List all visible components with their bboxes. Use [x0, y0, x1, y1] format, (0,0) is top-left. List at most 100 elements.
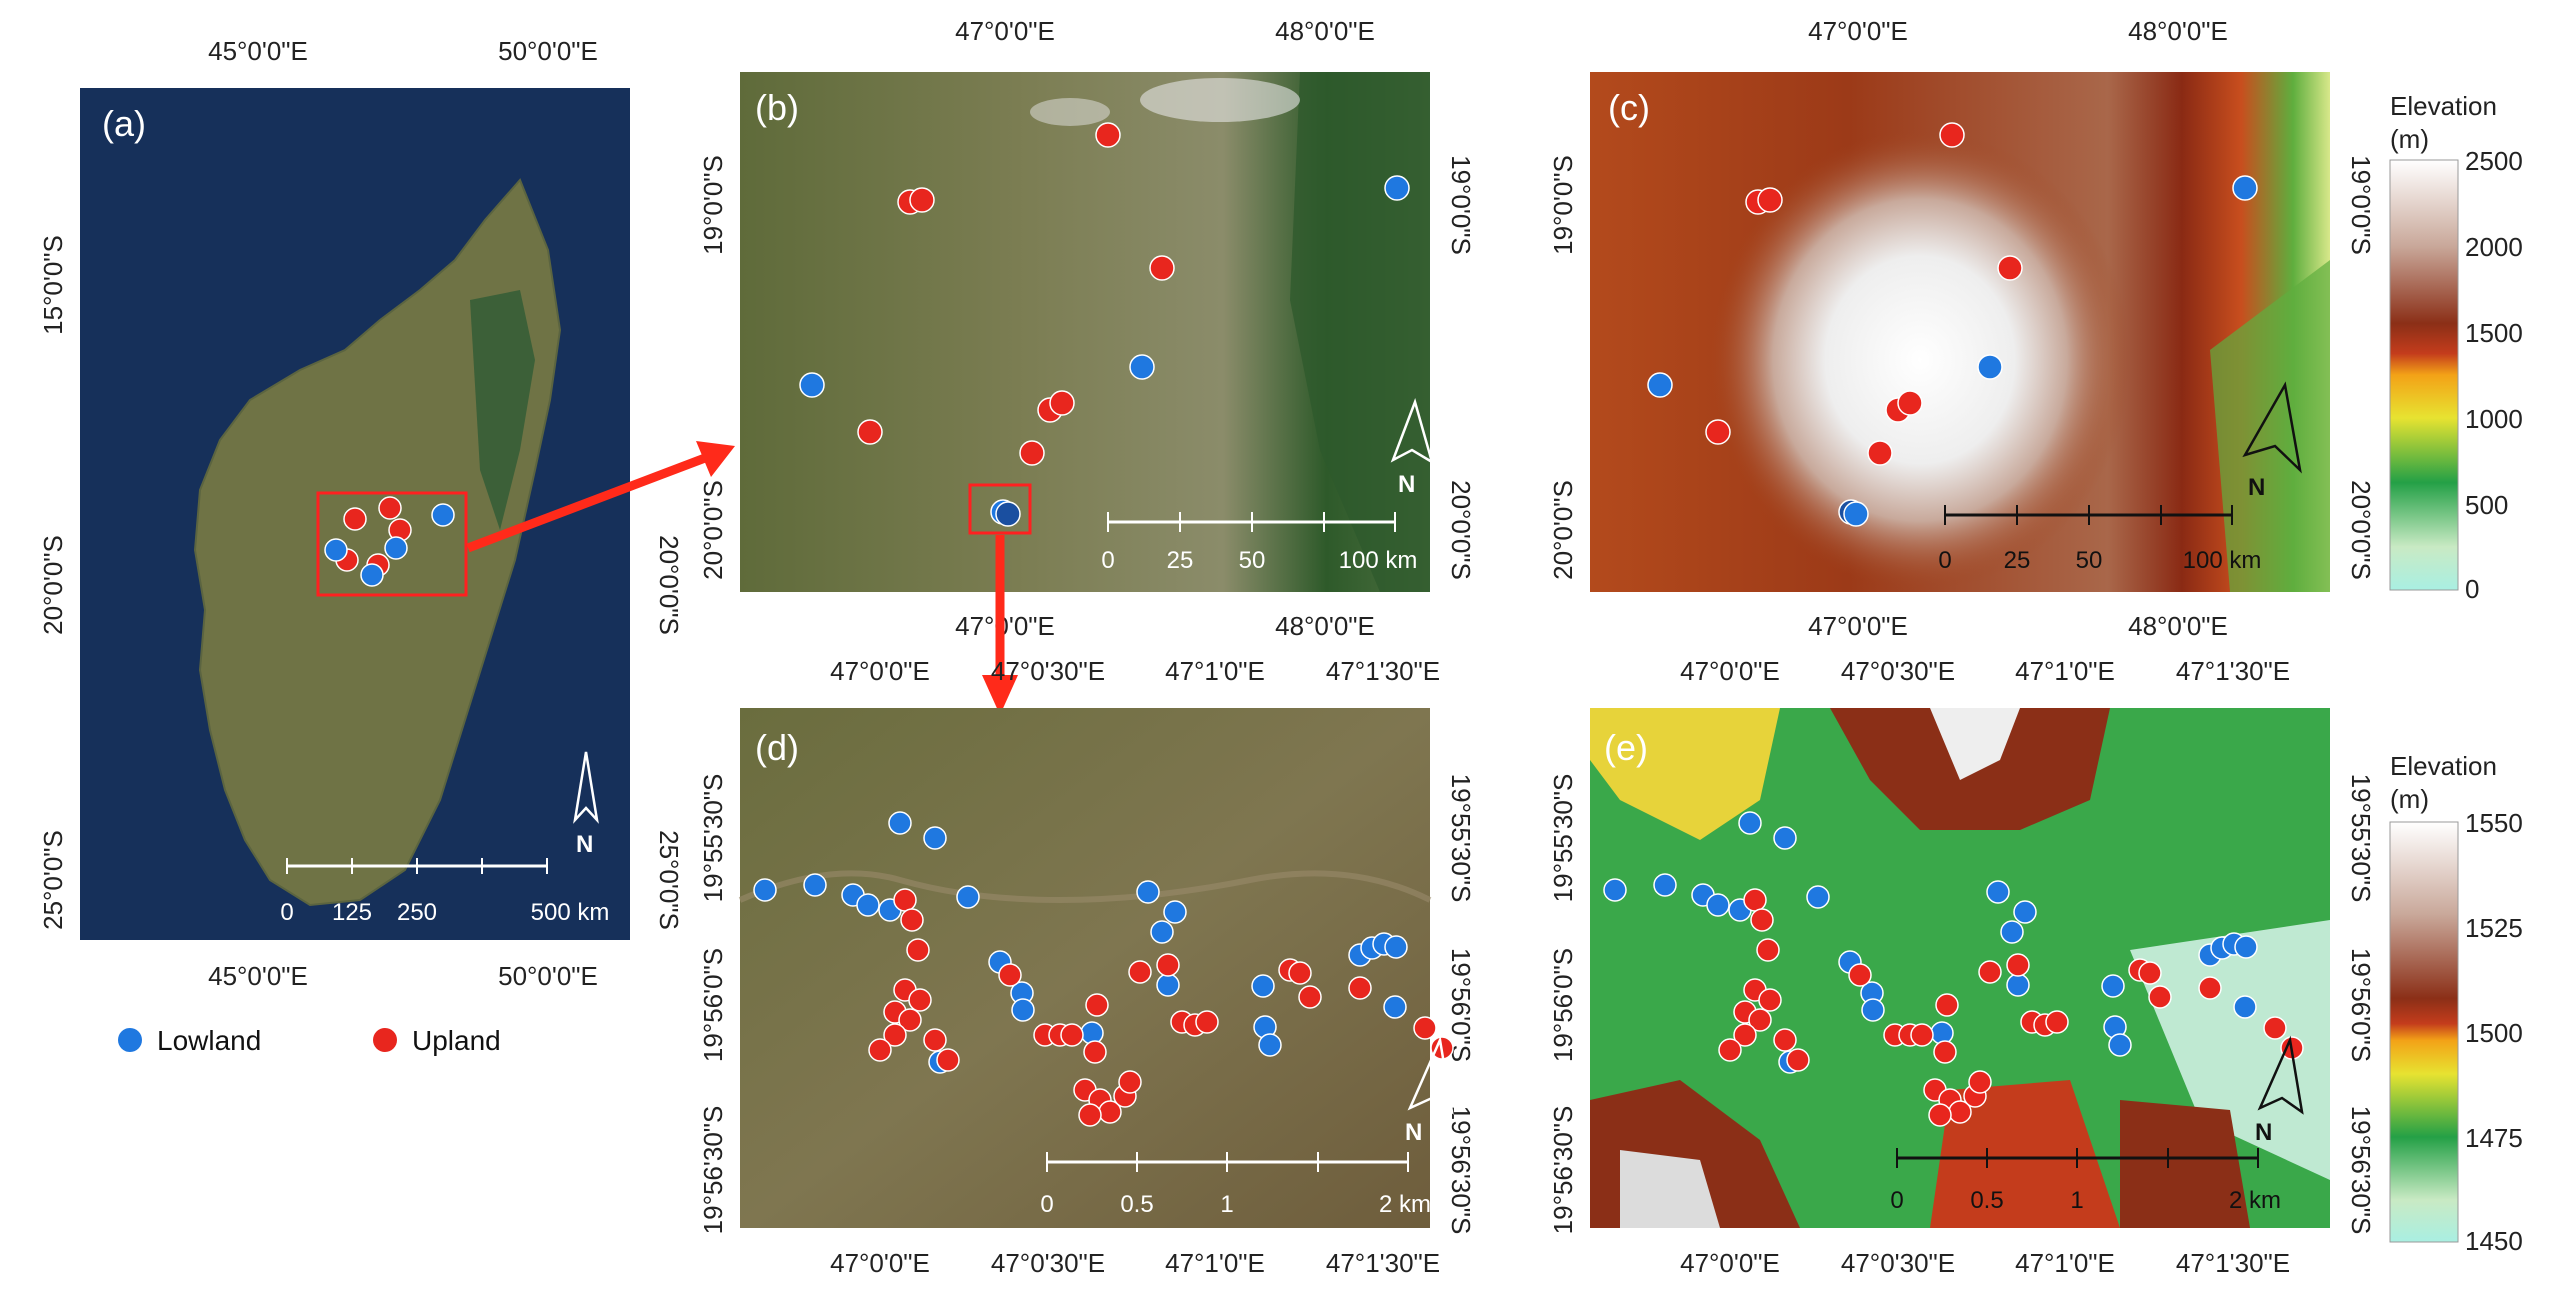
- scale-label-e-2: 2 km: [2229, 1187, 2281, 1214]
- lowland-point: [1647, 372, 1673, 398]
- upland-point: [1156, 953, 1180, 977]
- scale-label-b-0: 0: [1101, 547, 1114, 574]
- legend-lowland-marker: [118, 1028, 142, 1052]
- lowland-point: [2108, 1033, 2132, 1057]
- lon-tick-c-47-bottom: 47°0'0"E: [1808, 611, 1908, 641]
- lowland-point: [1861, 998, 1885, 1022]
- lon-tick-e-0: 47°0'0"E: [1680, 656, 1780, 686]
- upland-point: [1968, 1070, 1992, 1094]
- north-label-e: N: [2255, 1119, 2272, 1146]
- lowland-point: [1150, 920, 1174, 944]
- lowland-point: [1384, 175, 1410, 201]
- upland-point: [2198, 976, 2222, 1000]
- panel-c-scale-bar: 0 25 50 100 km: [1938, 505, 2261, 574]
- lat-tick-e-5600-right: 19°56'0"S: [2346, 948, 2376, 1062]
- lon-tick-d-60-bottom: 47°1'0"E: [1165, 1248, 1265, 1278]
- upland-point: [2138, 961, 2162, 985]
- lowland-point: [1384, 935, 1408, 959]
- lat-tick-a-25-right: 25°0'0"S: [654, 830, 684, 930]
- lat-tick-c-20-right: 20°0'0"S: [2346, 480, 2376, 580]
- upland-point: [909, 187, 935, 213]
- panel-b-north-arrow: N: [1390, 398, 1435, 498]
- upland-point: [900, 908, 924, 932]
- scale-label-d-1: 1: [1220, 1191, 1233, 1218]
- lowland-point: [1011, 998, 1035, 1022]
- lowland-point: [384, 536, 408, 560]
- scale-label-c-0: 0: [1938, 547, 1951, 574]
- legend-upland-label: Upland: [412, 1025, 501, 1056]
- panel-d-north-arrow: N: [1405, 1035, 1454, 1146]
- scale-label-e-1: 1: [2070, 1187, 2083, 1214]
- upland-point: [1935, 993, 1959, 1017]
- lowland-point: [2000, 920, 2024, 944]
- lowland-point: [799, 372, 825, 398]
- colorbar-top-tick-0: 0: [2465, 574, 2479, 604]
- lowland-point: [956, 885, 980, 909]
- upland-point: [1149, 255, 1175, 281]
- upland-point: [1758, 988, 1782, 1012]
- lon-tick-e-0-bottom: 47°0'0"E: [1680, 1248, 1780, 1278]
- lon-tick-c-47: 47°0'0"E: [1808, 16, 1908, 46]
- upland-point: [1867, 440, 1893, 466]
- lowland-point: [2006, 973, 2030, 997]
- panel-a-scale-bar: 0 125 250 500 km: [280, 858, 609, 926]
- lat-tick-a-20-right: 20°0'0"S: [654, 535, 684, 635]
- panel-e-yellow-zone: [1590, 708, 1780, 840]
- panel-b-cloud: [1030, 98, 1110, 126]
- upland-point: [1019, 440, 1045, 466]
- upland-point: [1083, 1040, 1107, 1064]
- scale-label-b-25: 25: [1167, 547, 1194, 574]
- panel-e: (e) 47°0'0"E 47°0'30"E 47°1'0"E 47°1'30"…: [1548, 656, 2376, 1278]
- upland-point: [908, 988, 932, 1012]
- panel-d-letter: (d): [755, 727, 799, 768]
- lon-tick-e-90-bottom: 47°1'30"E: [2176, 1248, 2290, 1278]
- lowland-point: [1156, 973, 1180, 997]
- upland-point: [1195, 1010, 1219, 1034]
- colorbar-bottom-tick-1450: 1450: [2465, 1226, 2523, 1256]
- panel-b-letter: (b): [755, 87, 799, 128]
- upland-point: [1773, 1028, 1797, 1052]
- upland-point: [1049, 390, 1075, 416]
- panel-e-white-peak: [1930, 708, 2020, 780]
- panel-e-points: [1603, 811, 2304, 1127]
- lon-tick-d-90-bottom: 47°1'30"E: [1326, 1248, 1440, 1278]
- panel-e-red-zone: [1930, 1080, 2120, 1228]
- lon-tick-e-90: 47°1'30"E: [2176, 656, 2290, 686]
- upland-point: [998, 963, 1022, 987]
- panel-d-lon-ticks: 47°0'0"E 47°0'30"E 47°1'0"E 47°1'30"E 47…: [830, 656, 1440, 1278]
- lon-tick-e-30-bottom: 47°0'30"E: [1841, 1248, 1955, 1278]
- upland-point: [1298, 985, 1322, 1009]
- upland-point: [1933, 1040, 1957, 1064]
- lowland-point: [1136, 880, 1160, 904]
- lowland-point: [995, 501, 1021, 527]
- lon-tick-a-50-bottom: 50°0'0"E: [498, 961, 598, 991]
- panel-c-highlands: [1710, 130, 2130, 590]
- lowland-point: [431, 503, 455, 527]
- lowland-point: [1251, 974, 1275, 998]
- scale-label-b-100: 100 km: [1339, 547, 1418, 574]
- scale-label-d-0: 0: [1040, 1191, 1053, 1218]
- scale-label-a-0: 0: [280, 899, 293, 926]
- upland-point: [1718, 1038, 1742, 1062]
- colorbar-top-title: Elevation: [2390, 91, 2497, 121]
- colorbar-top-unit: (m): [2390, 124, 2429, 154]
- scale-label-c-25: 25: [2004, 547, 2031, 574]
- lat-tick-e-5530-right: 19°55'30"S: [2346, 774, 2376, 903]
- panel-d-points: [753, 811, 1454, 1127]
- panel-e-letter: (e): [1604, 727, 1648, 768]
- upland-point: [1939, 122, 1965, 148]
- lon-tick-e-30: 47°0'30"E: [1841, 656, 1955, 686]
- upland-point: [1128, 960, 1152, 984]
- scale-label-c-50: 50: [2076, 547, 2103, 574]
- lowland-point: [1129, 354, 1155, 380]
- panel-c-points: [1647, 122, 2258, 527]
- lat-tick-d-5530: 19°55'30"S: [698, 774, 728, 903]
- lon-tick-e-60: 47°1'0"E: [2015, 656, 2115, 686]
- colorbar-bottom-title: Elevation: [2390, 751, 2497, 781]
- lat-tick-d-5600: 19°56'0"S: [698, 948, 728, 1062]
- upland-point: [883, 1023, 907, 1047]
- panel-a-lat-ticks: 15°0'0"S 20°0'0"S 25°0'0"S 20°0'0"S 25°0…: [38, 235, 684, 930]
- lowland-point: [1843, 501, 1869, 527]
- panel-b-forest: [1290, 72, 1430, 592]
